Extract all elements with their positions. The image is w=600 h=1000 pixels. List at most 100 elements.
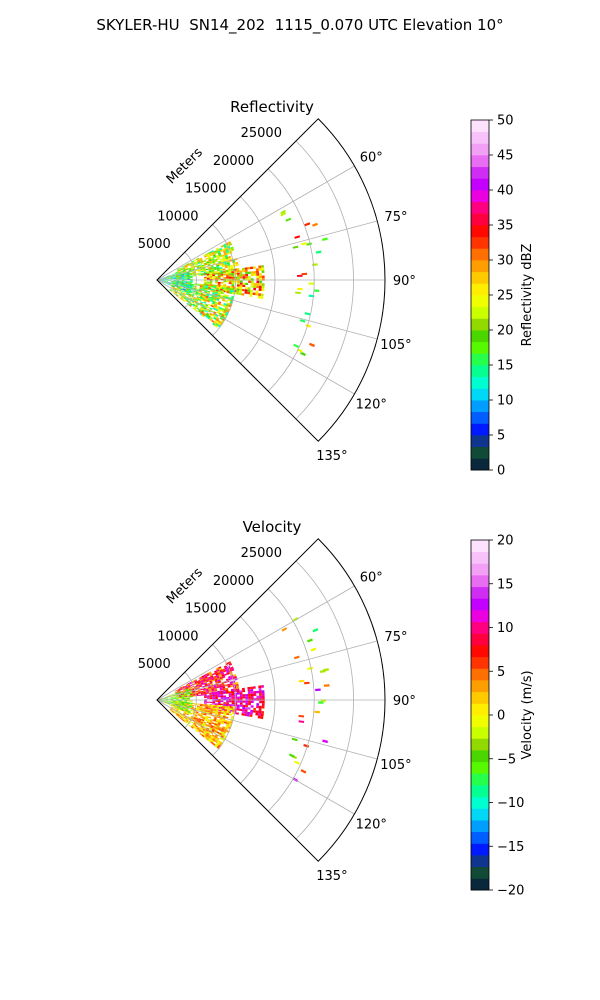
echo-cell — [176, 702, 179, 704]
echo-cell — [173, 276, 176, 278]
echo-cell — [258, 710, 262, 714]
echo-cell — [218, 711, 222, 714]
echo-cell — [221, 672, 225, 676]
echo-cell — [218, 306, 222, 310]
echo-cell — [207, 730, 211, 733]
echo-cell — [180, 707, 184, 709]
echo-cell — [169, 704, 173, 706]
echo-cell — [170, 276, 174, 278]
echo-speckle — [298, 720, 305, 723]
echo-cell — [209, 307, 213, 311]
echo-cell — [186, 694, 190, 697]
echo-cell — [230, 706, 233, 709]
echo-cell — [211, 271, 215, 274]
echo-cell — [208, 267, 212, 270]
echo-cell — [204, 731, 208, 734]
echo-cell — [223, 310, 227, 314]
echo-cell — [223, 692, 226, 694]
colorbar-swatch — [471, 750, 489, 763]
echo-cell — [261, 692, 265, 696]
echo-cell — [210, 718, 214, 721]
colorbar-swatch — [471, 353, 489, 366]
echo-cell — [187, 290, 191, 293]
echo-cell — [255, 712, 259, 716]
echo-cell — [222, 312, 226, 316]
echo-cell — [205, 286, 208, 289]
echo-cell — [181, 273, 184, 275]
echo-cell — [239, 282, 243, 285]
echo-cell — [170, 281, 174, 283]
echo-cell — [198, 676, 202, 679]
echo-cell — [180, 297, 183, 301]
echo-cell — [209, 696, 213, 698]
echo-cell — [235, 681, 239, 685]
echo-cell — [200, 301, 204, 304]
echo-cell — [196, 265, 200, 267]
echo-cell — [181, 276, 185, 278]
echo-cell — [193, 301, 197, 305]
echo-cell — [221, 720, 225, 723]
echo-cell — [253, 707, 257, 711]
echo-cell — [203, 271, 207, 274]
echo-cell — [212, 696, 216, 698]
echo-cell — [184, 290, 187, 293]
echo-cell — [214, 273, 218, 275]
echo-cell — [176, 714, 179, 717]
echo-cell — [175, 284, 179, 286]
echo-cell — [186, 284, 190, 287]
echo-cell — [170, 277, 174, 279]
echo-speckle — [307, 666, 314, 671]
echo-cell — [242, 700, 246, 703]
echo-cell — [183, 693, 187, 695]
echo-cell — [183, 712, 187, 715]
echo-cell — [176, 701, 179, 702]
echo-cell — [198, 262, 201, 265]
echo-cell — [184, 695, 187, 697]
echo-cell — [212, 727, 216, 730]
echo-cell — [184, 696, 188, 698]
echo-cell — [177, 707, 181, 710]
echo-cell — [172, 710, 175, 713]
echo-cell — [181, 702, 185, 704]
echo-cell — [201, 710, 205, 713]
echo-cell — [187, 684, 191, 687]
echo-cell — [217, 302, 221, 306]
echo-cell — [194, 715, 198, 717]
echo-cell — [223, 702, 227, 704]
echo-cell — [197, 703, 201, 705]
echo-cell — [212, 261, 216, 264]
echo-cell — [260, 713, 264, 717]
echo-cell — [173, 703, 176, 705]
echo-cell — [211, 690, 215, 692]
echo-cell — [195, 304, 199, 307]
echo-cell — [210, 297, 214, 300]
echo-cell — [202, 297, 206, 300]
echo-cell — [258, 708, 262, 711]
echo-cell — [244, 291, 248, 294]
echo-cell — [204, 282, 207, 284]
echo-cell — [203, 736, 207, 739]
echo-cell — [180, 288, 183, 291]
echo-cell — [209, 318, 213, 322]
echo-cell — [178, 698, 182, 699]
echo-cell — [175, 692, 179, 694]
echo-cell — [221, 264, 225, 268]
echo-cell — [165, 701, 168, 702]
echo-cell — [175, 706, 178, 708]
echo-cell — [221, 287, 225, 290]
echo-cell — [174, 291, 178, 294]
echo-cell — [176, 288, 179, 291]
echo-cell — [198, 730, 201, 733]
echo-cell — [215, 301, 219, 305]
radial-tick-label: 15000 — [185, 182, 226, 197]
colorbar-label: Velocity (m/s) — [520, 670, 535, 759]
echo-cell — [172, 285, 175, 288]
echo-cell — [172, 693, 176, 695]
echo-cell — [205, 677, 209, 680]
azimuth-tick-label: 120° — [356, 818, 387, 833]
colorbar-swatch — [471, 446, 489, 459]
echo-cell — [256, 273, 260, 276]
echo-cell — [245, 700, 249, 703]
echo-cell — [182, 713, 186, 716]
colorbar-tick-label: −5 — [497, 752, 516, 767]
